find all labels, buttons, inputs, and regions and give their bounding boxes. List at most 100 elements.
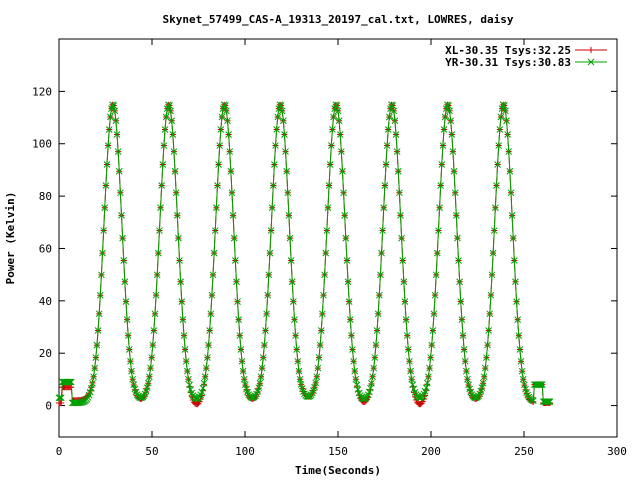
data-point (166, 102, 173, 109)
data-point (449, 148, 457, 155)
data-point (330, 113, 337, 121)
data-point (267, 227, 275, 234)
y-tick-label: 60 (39, 242, 52, 255)
data-point (445, 102, 452, 109)
data-point (149, 341, 157, 349)
data-point (431, 291, 439, 299)
data-point (224, 117, 231, 125)
data-point (278, 107, 286, 115)
data-point (56, 394, 64, 402)
data-point (487, 291, 495, 299)
data-point (344, 278, 352, 286)
data-point (451, 189, 459, 197)
data-point (67, 378, 75, 386)
data-point (325, 182, 333, 189)
y-axis: 0 20 40 60 80 100 120 (32, 85, 617, 413)
data-point (335, 117, 343, 125)
data-point (199, 384, 207, 392)
data-point (206, 327, 214, 334)
data-point (324, 204, 332, 212)
data-point (438, 161, 446, 168)
data-point (237, 346, 245, 353)
data-point (375, 291, 383, 299)
data-point (442, 105, 450, 112)
data-point (197, 396, 204, 403)
data-point (426, 364, 433, 372)
data-point (281, 131, 288, 138)
data-point (113, 131, 121, 138)
data-point (293, 346, 301, 353)
data-point (291, 316, 298, 323)
legend: XL-30.35 Tsys:32.25 YR-30.31 Tsys:30.83 (445, 44, 607, 69)
data-point (392, 131, 400, 138)
data-point (95, 310, 103, 318)
data-point (167, 107, 174, 115)
data-point (546, 398, 554, 406)
data-point (158, 182, 166, 189)
data-point (240, 375, 248, 383)
data-point (322, 249, 330, 257)
data-point (440, 126, 448, 133)
data-point (296, 375, 304, 383)
data-point (495, 142, 503, 149)
data-point (217, 126, 225, 133)
data-point (371, 354, 379, 361)
data-point (483, 354, 490, 361)
data-point (65, 378, 73, 386)
data-point (169, 131, 177, 138)
data-point (380, 204, 388, 212)
data-point (168, 117, 176, 125)
data-point (494, 161, 501, 168)
data-point (433, 249, 441, 257)
data-point (181, 346, 189, 353)
y-tick-label: 80 (39, 190, 52, 203)
data-point (479, 379, 487, 387)
data-point (297, 381, 305, 388)
data-point (502, 107, 509, 115)
data-point (117, 189, 124, 197)
data-point (163, 105, 171, 112)
data-point (183, 367, 191, 375)
data-point (273, 126, 280, 133)
data-point (385, 113, 393, 121)
data-point (351, 367, 359, 375)
data-point (98, 271, 105, 279)
data-point (363, 393, 371, 401)
data-point (205, 341, 212, 349)
data-point (319, 310, 326, 318)
data-point (93, 341, 101, 349)
data-point (337, 148, 345, 155)
data-point (94, 327, 102, 334)
data-point (490, 227, 498, 234)
data-point (436, 204, 443, 212)
data-point (508, 211, 516, 219)
data-point (390, 107, 398, 115)
data-point (218, 113, 226, 121)
data-point (352, 375, 360, 383)
data-point (346, 316, 354, 323)
data-point (175, 234, 182, 242)
data-point (437, 182, 445, 189)
data-point (275, 105, 283, 112)
data-point (348, 332, 355, 339)
data-point (481, 364, 489, 372)
data-point (391, 117, 399, 125)
data-point (323, 227, 331, 234)
data-point (509, 234, 517, 242)
data-point (123, 316, 131, 323)
data-point (505, 148, 513, 155)
data-point (152, 291, 160, 299)
data-point (407, 367, 414, 375)
data-point (103, 161, 111, 168)
data-point (260, 341, 268, 349)
data-point (215, 161, 222, 168)
data-point (402, 316, 410, 323)
data-point (510, 257, 518, 264)
data-point (439, 142, 447, 149)
data-point (170, 148, 178, 155)
data-point (404, 346, 412, 353)
data-point (497, 113, 505, 121)
data-point (157, 204, 164, 212)
data-point (430, 310, 438, 318)
data-point (312, 379, 320, 387)
